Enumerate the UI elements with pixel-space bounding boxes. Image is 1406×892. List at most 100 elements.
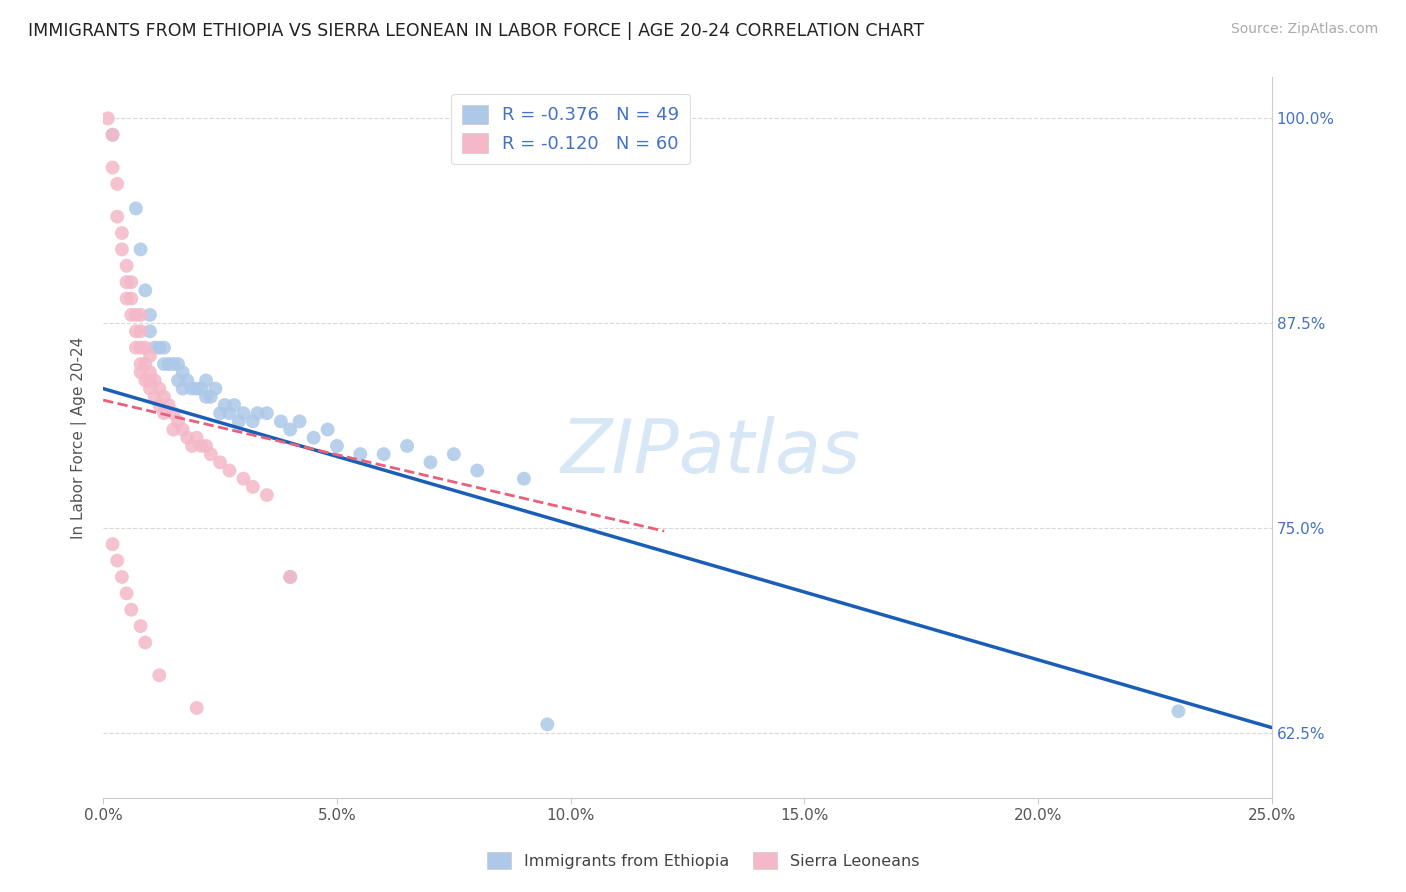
Point: [115, 586, 138, 600]
Point: [129, 365, 152, 379]
Point: [153, 406, 176, 420]
Point: [129, 619, 152, 633]
Point: [162, 357, 184, 371]
Point: [167, 357, 190, 371]
Point: [190, 382, 212, 396]
Point: [139, 373, 162, 387]
Point: [162, 423, 184, 437]
Point: [111, 226, 134, 240]
Point: [134, 357, 156, 371]
Point: [153, 341, 176, 355]
Point: [186, 382, 208, 396]
Point: [153, 357, 176, 371]
Point: [443, 447, 465, 461]
Point: [190, 439, 212, 453]
Point: [111, 570, 134, 584]
Point: [129, 243, 152, 257]
Point: [134, 635, 156, 649]
Point: [143, 373, 166, 387]
Point: [129, 341, 152, 355]
Point: [125, 324, 148, 338]
Point: [105, 210, 128, 224]
Point: [181, 382, 204, 396]
Text: IMMIGRANTS FROM ETHIOPIA VS SIERRA LEONEAN IN LABOR FORCE | AGE 20-24 CORRELATIO: IMMIGRANTS FROM ETHIOPIA VS SIERRA LEONE…: [28, 22, 924, 40]
Point: [256, 406, 278, 420]
Point: [129, 357, 152, 371]
Point: [200, 447, 222, 461]
Point: [129, 324, 152, 338]
Point: [195, 439, 218, 453]
Point: [153, 390, 176, 404]
Point: [209, 455, 232, 469]
Point: [125, 308, 148, 322]
Point: [139, 324, 162, 338]
Legend: R = -0.376   N = 49, R = -0.120   N = 60: R = -0.376 N = 49, R = -0.120 N = 60: [451, 94, 690, 164]
Point: [101, 128, 124, 142]
Point: [316, 423, 339, 437]
Point: [278, 570, 301, 584]
Point: [214, 398, 236, 412]
Point: [465, 463, 488, 477]
Point: [396, 439, 419, 453]
Point: [105, 553, 128, 567]
Y-axis label: In Labor Force | Age 20-24: In Labor Force | Age 20-24: [72, 336, 87, 539]
Point: [186, 701, 208, 715]
Point: [139, 308, 162, 322]
Point: [513, 472, 536, 486]
Point: [134, 284, 156, 298]
Text: Source: ZipAtlas.com: Source: ZipAtlas.com: [1230, 22, 1378, 37]
Point: [288, 414, 311, 428]
Point: [139, 365, 162, 379]
Point: [129, 308, 152, 322]
Point: [218, 406, 240, 420]
Point: [302, 431, 325, 445]
Point: [536, 717, 558, 731]
Point: [125, 202, 148, 216]
Point: [120, 308, 142, 322]
Point: [349, 447, 371, 461]
Point: [246, 406, 269, 420]
Legend: Immigrants from Ethiopia, Sierra Leoneans: Immigrants from Ethiopia, Sierra Leonean…: [481, 846, 925, 875]
Point: [195, 390, 218, 404]
Point: [419, 455, 441, 469]
Point: [105, 177, 128, 191]
Point: [172, 382, 194, 396]
Point: [115, 259, 138, 273]
Point: [120, 275, 142, 289]
Point: [148, 382, 170, 396]
Point: [143, 390, 166, 404]
Point: [228, 414, 250, 428]
Point: [186, 431, 208, 445]
Point: [134, 341, 156, 355]
Point: [270, 414, 292, 428]
Point: [101, 161, 124, 175]
Point: [232, 472, 254, 486]
Point: [162, 406, 184, 420]
Point: [101, 537, 124, 551]
Point: [218, 463, 240, 477]
Point: [195, 373, 218, 387]
Point: [224, 398, 246, 412]
Point: [209, 406, 232, 420]
Point: [134, 373, 156, 387]
Point: [256, 488, 278, 502]
Point: [115, 292, 138, 306]
Point: [143, 341, 166, 355]
Point: [97, 112, 120, 126]
Point: [148, 398, 170, 412]
Point: [200, 390, 222, 404]
Point: [373, 447, 395, 461]
Point: [101, 128, 124, 142]
Text: ZIPatlas: ZIPatlas: [561, 417, 860, 488]
Point: [157, 357, 180, 371]
Point: [120, 603, 142, 617]
Point: [167, 373, 190, 387]
Point: [1167, 704, 1189, 718]
Point: [115, 275, 138, 289]
Point: [139, 382, 162, 396]
Point: [242, 480, 264, 494]
Point: [120, 292, 142, 306]
Point: [278, 423, 301, 437]
Point: [242, 414, 264, 428]
Point: [204, 382, 226, 396]
